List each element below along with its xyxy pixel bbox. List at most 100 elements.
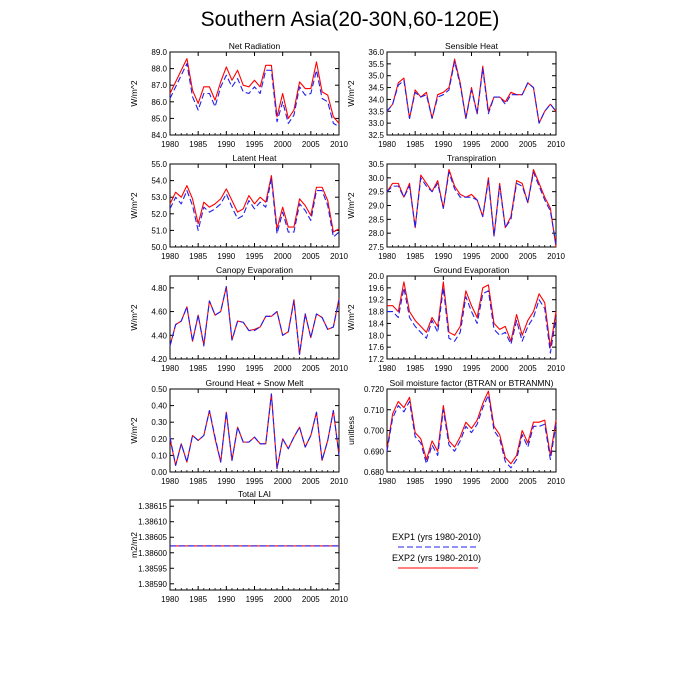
y-tick-label: 53.0: [151, 193, 167, 202]
x-tick-label: 2000: [274, 595, 292, 604]
y-tick-label: 0.50: [151, 385, 167, 394]
x-tick-label: 1980: [161, 595, 179, 604]
y-tick-label: 18.8: [368, 308, 384, 317]
x-tick-label: 1980: [378, 140, 396, 149]
x-tick-label: 1980: [161, 140, 179, 149]
x-tick-label: 2005: [302, 595, 320, 604]
y-tick-label: 51.0: [151, 226, 167, 235]
x-tick-label: 1995: [463, 364, 481, 373]
x-tick-label: 1980: [161, 364, 179, 373]
chart-panel-transpiration: Transpiration W/m^2 27.5 28.0 28.5 29.0 29.5 30…: [346, 153, 565, 261]
y-tick-label: 4.80: [151, 284, 167, 293]
chart-panel-sensible-heat: Sensible Heat W/m^2 32.5 33.0 33.5 34.0 34.5 35…: [346, 41, 565, 149]
y-tick-label: 1.38615: [138, 502, 167, 511]
x-tick-label: 1995: [463, 140, 481, 149]
y-tick-label: 35.0: [368, 72, 384, 81]
x-tick-label: 1985: [189, 477, 207, 486]
y-tick-label: 19.6: [368, 284, 384, 293]
panel-title: Latent Heat: [233, 153, 278, 163]
y-tick-label: 17.2: [368, 355, 384, 364]
plot-frame: [169, 499, 340, 591]
x-tick-label: 2010: [330, 252, 348, 261]
y-tick-label: 0.710: [364, 406, 385, 415]
series-line-exp1: [386, 394, 557, 469]
x-tick-label: 1985: [189, 364, 207, 373]
y-axis-label: W/m^2: [129, 304, 139, 330]
x-tick-label: 2005: [519, 140, 537, 149]
x-tick-label: 2005: [519, 477, 537, 486]
y-axis-label: W/m^2: [346, 192, 356, 218]
plot-frame: [169, 275, 340, 360]
y-tick-label: 17.6: [368, 343, 384, 352]
y-axis-label: unitless: [346, 416, 356, 445]
y-tick-label: 0.10: [151, 451, 167, 460]
chart-panel-ground-heat-snow-melt: Ground Heat + Snow Melt W/m^2 0.00 0.10 0.20…: [129, 378, 348, 486]
series-line-exp1: [169, 63, 340, 128]
x-tick-label: 1995: [246, 477, 264, 486]
y-tick-label: 34.0: [368, 95, 384, 104]
y-tick-label: 1.38595: [138, 564, 167, 573]
y-axis-label: W/m^2: [129, 192, 139, 218]
plot-frame: [386, 275, 557, 360]
series-line-exp2: [386, 168, 557, 248]
panel-title: Net Radiation: [229, 41, 281, 51]
y-tick-label: 50.0: [151, 243, 167, 252]
x-tick-label: 1985: [406, 364, 424, 373]
x-tick-label: 1995: [246, 364, 264, 373]
series-line-exp2: [169, 175, 340, 233]
y-tick-label: 33.0: [368, 119, 384, 128]
x-tick-label: 1990: [217, 140, 235, 149]
y-tick-label: 35.5: [368, 60, 384, 69]
x-tick-label: 2000: [274, 364, 292, 373]
y-tick-label: 88.0: [151, 65, 167, 74]
panel-title: Transpiration: [447, 153, 497, 163]
x-tick-label: 1985: [189, 252, 207, 261]
x-tick-label: 2005: [302, 252, 320, 261]
x-tick-label: 1990: [434, 477, 452, 486]
series-line-exp2: [386, 390, 557, 465]
chart-panel-net-radiation: Net Radiation W/m^2 84.0 85.0 86.0 87.0 88.0 89…: [129, 41, 348, 149]
x-tick-label: 1980: [161, 252, 179, 261]
y-tick-label: 86.0: [151, 98, 167, 107]
x-tick-label: 1990: [434, 252, 452, 261]
y-axis-label: W/m^2: [346, 304, 356, 330]
chart-panel-total-lai: Total LAI m2/m2 1.38590 1.38595 1.38600 1.386…: [129, 489, 348, 604]
y-tick-label: 33.5: [368, 107, 384, 116]
y-tick-label: 20.0: [368, 272, 384, 281]
y-tick-label: 18.0: [368, 331, 384, 340]
y-tick-label: 1.38605: [138, 533, 167, 542]
y-tick-label: 27.5: [368, 243, 384, 252]
figure-title: Southern Asia(20-30N,60-120E): [200, 8, 500, 31]
x-tick-label: 2000: [491, 364, 509, 373]
x-tick-label: 2005: [302, 477, 320, 486]
x-tick-label: 2005: [302, 140, 320, 149]
y-tick-label: 1.38610: [138, 518, 167, 527]
y-tick-label: 28.0: [368, 229, 384, 238]
series-line-exp2: [169, 58, 340, 124]
x-tick-label: 2010: [547, 364, 565, 373]
x-tick-label: 1990: [217, 364, 235, 373]
x-tick-label: 2010: [330, 477, 348, 486]
chart-panel-latent-heat: Latent Heat W/m^2 50.0 51.0 52.0 53.0 54.0 55.0…: [129, 153, 348, 261]
x-tick-label: 2005: [519, 364, 537, 373]
x-tick-label: 2000: [274, 477, 292, 486]
x-tick-label: 1995: [246, 595, 264, 604]
y-axis-label: W/m^2: [346, 80, 356, 106]
legend-label-exp2: EXP2 (yrs 1980-2010): [392, 553, 481, 563]
panel-title: Ground Evaporation: [433, 265, 509, 275]
plot-frame: [386, 51, 557, 136]
legend-label-exp1: EXP1 (yrs 1980-2010): [392, 532, 481, 542]
y-tick-label: 0.700: [364, 427, 385, 436]
y-tick-label: 29.0: [368, 202, 384, 211]
x-tick-label: 1985: [406, 140, 424, 149]
x-tick-label: 1980: [161, 477, 179, 486]
y-tick-label: 28.5: [368, 215, 384, 224]
panel-title: Ground Heat + Snow Melt: [205, 378, 304, 388]
y-tick-label: 0.30: [151, 418, 167, 427]
y-tick-label: 30.0: [368, 174, 384, 183]
y-tick-label: 36.0: [368, 48, 384, 57]
y-tick-label: 1.38600: [138, 549, 167, 558]
series-line-exp1: [169, 286, 340, 355]
x-tick-label: 1995: [246, 252, 264, 261]
